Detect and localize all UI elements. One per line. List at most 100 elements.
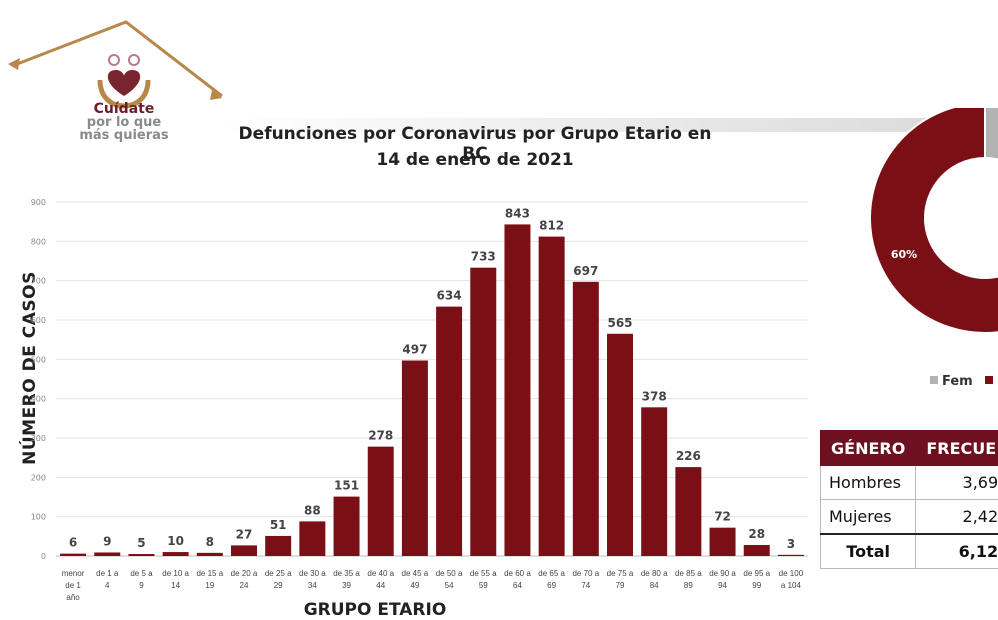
bar (334, 497, 360, 556)
x-tick-label: 89 (684, 581, 693, 590)
x-tick-label: 44 (376, 581, 385, 590)
x-tick-label: de 50 a (436, 569, 463, 578)
x-tick-label: 4 (105, 581, 110, 590)
x-tick-label: 49 (410, 581, 419, 590)
table-header-row: GÉNERO FRECUE (821, 431, 998, 466)
x-tick-label: 99 (752, 581, 761, 590)
bar (539, 237, 565, 556)
data-label: 151 (334, 479, 359, 493)
cell-genero: Hombres (821, 466, 916, 500)
x-tick-label: de 60 a (504, 569, 531, 578)
x-tick-label: 74 (581, 581, 590, 590)
x-tick-label: 59 (479, 581, 488, 590)
data-label: 28 (748, 527, 765, 541)
x-tick-label: de 85 a (675, 569, 702, 578)
x-tick-label: de 70 a (572, 569, 599, 578)
donut-slice (870, 108, 998, 333)
x-tick-label: 54 (445, 581, 454, 590)
bar (675, 467, 701, 556)
data-label: 8 (206, 535, 214, 549)
data-label: 278 (368, 429, 393, 443)
data-label: 72 (714, 510, 731, 524)
x-tick-label: 19 (205, 581, 214, 590)
y-tick-label: 800 (31, 237, 46, 246)
y-tick-label: 500 (31, 355, 46, 364)
bar (470, 268, 496, 556)
x-tick-label: 79 (616, 581, 625, 590)
x-tick-label: de 20 a (231, 569, 258, 578)
y-tick-label: 200 (31, 473, 46, 482)
bar (231, 545, 257, 556)
header-genero: GÉNERO (821, 431, 916, 466)
x-tick-label: de 80 a (641, 569, 668, 578)
data-label: 51 (270, 518, 287, 532)
x-tick-label: de 5 a (130, 569, 153, 578)
y-tick-label: 600 (31, 316, 46, 325)
x-tick-label: 84 (650, 581, 659, 590)
data-label: 733 (471, 250, 496, 264)
data-label: 497 (402, 343, 427, 357)
x-tick-label: 69 (547, 581, 556, 590)
y-tick-label: 700 (31, 277, 46, 286)
donut-legend: Fem (930, 374, 997, 389)
cell-genero: Mujeres (821, 500, 916, 535)
data-label: 634 (437, 289, 462, 303)
bar (368, 447, 394, 556)
x-tick-label: de 1 (65, 581, 81, 590)
x-tick-label: de 35 a (333, 569, 360, 578)
x-tick-label: año (66, 593, 80, 602)
table-row: Hombres 3,69 (821, 466, 998, 500)
bar (265, 536, 291, 556)
x-tick-label: de 1 a (96, 569, 119, 578)
gender-table: GÉNERO FRECUE Hombres 3,69 Mujeres 2,42 … (820, 430, 998, 569)
x-tick-label: 14 (171, 581, 180, 590)
x-tick-label: de 100 (779, 569, 804, 578)
bar (128, 554, 154, 556)
y-tick-label: 400 (31, 395, 46, 404)
bar (778, 555, 804, 556)
cell-total-label: Total (821, 534, 916, 569)
bar (197, 553, 223, 556)
data-label: 9 (103, 534, 111, 548)
table-total-row: Total 6,12 (821, 534, 998, 569)
data-label: 6 (69, 536, 77, 550)
x-tick-label: de 45 a (402, 569, 429, 578)
data-label: 88 (304, 503, 321, 517)
legend-label-fem: Fem (942, 374, 973, 389)
x-tick-label: de 65 a (538, 569, 565, 578)
bar (402, 361, 428, 556)
data-label: 226 (676, 449, 701, 463)
gender-donut-chart: 60% (860, 108, 998, 338)
bar (60, 554, 86, 556)
table-row: Mujeres 2,42 (821, 500, 998, 535)
data-label: 565 (607, 316, 632, 330)
bar (436, 307, 462, 556)
x-tick-label: 64 (513, 581, 522, 590)
data-label: 27 (236, 527, 253, 541)
bar (607, 334, 633, 556)
bar (573, 282, 599, 556)
x-tick-label: 39 (342, 581, 351, 590)
bar (163, 552, 189, 556)
donut-percent-label: 60% (891, 248, 917, 261)
cell-frecuencia: 2,42 (916, 500, 998, 535)
legend-swatch-fem (930, 376, 938, 384)
header-frecuencia: FRECUE (916, 431, 998, 466)
x-tick-label: de 55 a (470, 569, 497, 578)
x-tick-label: de 15 a (196, 569, 223, 578)
x-tick-label: 24 (240, 581, 249, 590)
data-label: 843 (505, 206, 530, 220)
cell-total-value: 6,12 (916, 534, 998, 569)
legend-swatch-masc (985, 376, 993, 384)
data-label: 3 (787, 537, 795, 551)
x-tick-label: de 25 a (265, 569, 292, 578)
x-tick-label: de 30 a (299, 569, 326, 578)
x-tick-label: de 40 a (367, 569, 394, 578)
data-label: 10 (167, 534, 184, 548)
x-tick-label: 9 (139, 581, 144, 590)
y-tick-label: 900 (31, 198, 46, 207)
x-tick-label: 29 (274, 581, 283, 590)
data-label: 812 (539, 219, 564, 233)
x-tick-label: de 90 a (709, 569, 736, 578)
